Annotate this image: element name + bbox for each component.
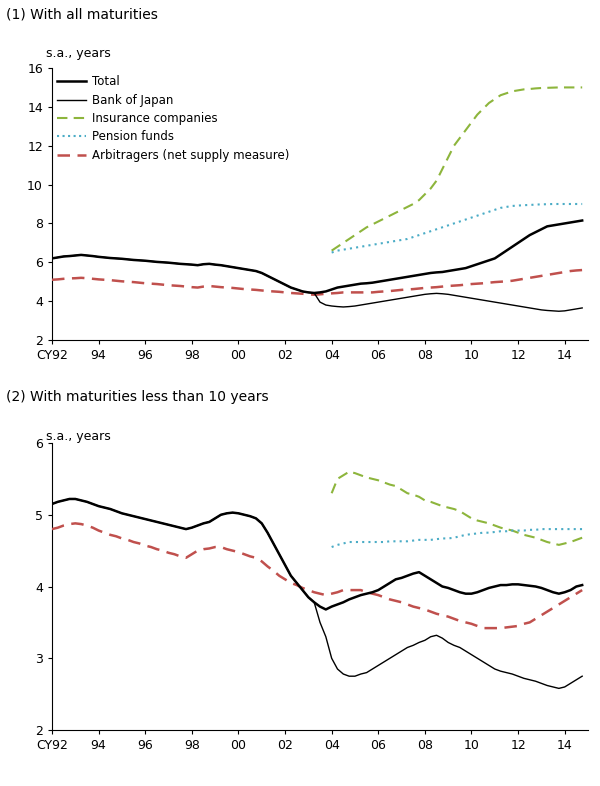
Text: (2) With maturities less than 10 years: (2) With maturities less than 10 years [6,390,269,404]
Text: s.a., years: s.a., years [46,47,111,60]
Legend: Total, Bank of Japan, Insurance companies, Pension funds, Arbitragers (net suppl: Total, Bank of Japan, Insurance companie… [52,71,294,167]
Text: s.a., years: s.a., years [46,430,111,443]
Text: (1) With all maturities: (1) With all maturities [6,8,158,22]
